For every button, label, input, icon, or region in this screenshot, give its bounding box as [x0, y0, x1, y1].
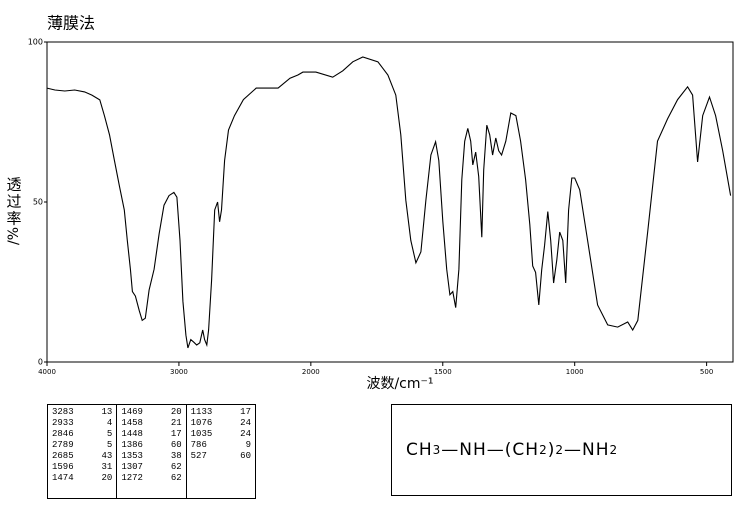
transmittance: 4 [106, 418, 113, 428]
formula-text: —NH [564, 440, 610, 460]
formula-text: CH [406, 440, 433, 460]
peak-row: 1353 38 [121, 451, 181, 462]
peak-row: 1596 31 [52, 462, 112, 473]
transmittance: 21 [170, 418, 182, 428]
transmittance: 60 [240, 451, 251, 461]
transmittance: 24 [240, 429, 251, 439]
peak-row: 1133 17 [191, 407, 251, 418]
transmittance: 62 [170, 473, 182, 483]
y-tick-label: 0 [38, 358, 43, 367]
peak-row: 1469 20 [121, 407, 181, 418]
wavenumber: 3283 [52, 407, 74, 417]
transmittance: 9 [245, 440, 251, 450]
y-axis-label: 过 [6, 193, 21, 211]
peak-row: 1307 62 [121, 462, 181, 473]
formula-subscript: 2 [539, 443, 548, 457]
wavenumber: 1596 [52, 462, 74, 472]
peak-row: 1035 24 [191, 429, 251, 440]
spectrum-line [46, 56, 732, 349]
peak-row: 527 60 [191, 451, 251, 462]
transmittance: 62 [170, 462, 182, 472]
peak-row: 1474 20 [52, 473, 112, 484]
formula-subscript: 3 [432, 443, 442, 457]
peak-row: 3283 13 [52, 407, 112, 418]
transmittance: 43 [101, 451, 113, 461]
wavenumber: 786 [190, 440, 207, 450]
wavenumber: 1458 [121, 418, 143, 428]
peak-table: 3283 13 2933 4 2846 5 2789 5 2685 43 1596 31 1474 20 1… [47, 404, 256, 499]
formula-text: —NH—(CH [441, 440, 540, 460]
structural-formula: CH 3 —NH—(CH 2) 2 —NH 2 [391, 404, 732, 496]
peak-row: 1386 60 [121, 440, 181, 451]
wavenumber: 1474 [52, 473, 74, 483]
wavenumber: 1035 [190, 429, 213, 439]
x-tick-label: 3000 [170, 368, 188, 376]
transmittance: 60 [170, 440, 182, 450]
wavenumber: 1386 [121, 440, 143, 450]
peak-column-group: 1469 20 1458 21 1448 17 1386 60 1353 38 1307 62 1272… [117, 405, 187, 498]
wavenumber: 1076 [190, 418, 213, 428]
peak-row: 2846 5 [52, 429, 112, 440]
x-tick-label: 1000 [566, 368, 584, 376]
chart-title: 薄膜法 [47, 14, 95, 33]
transmittance: 20 [170, 407, 182, 417]
wavenumber: 2933 [52, 418, 74, 428]
transmittance: 13 [101, 407, 113, 417]
wavenumber: 2685 [52, 451, 74, 461]
peak-row: 2933 4 [52, 418, 112, 429]
transmittance: 38 [170, 451, 182, 461]
peak-row: 1458 21 [121, 418, 181, 429]
y-axis-label-unit: /% [6, 227, 22, 245]
y-axis-label: 率 [6, 210, 21, 228]
y-tick-label: 100 [28, 38, 43, 47]
peak-row: 786 9 [191, 440, 251, 451]
peak-row: 2685 43 [52, 451, 112, 462]
wavenumber: 1448 [121, 429, 143, 439]
peak-row: 1448 17 [121, 429, 181, 440]
wavenumber: 2789 [52, 440, 74, 450]
chart: 薄膜法 波数/cm⁻¹ 0 50 100 4000 3000 2000 1500 1000 50… [6, 14, 734, 392]
transmittance: 20 [101, 473, 113, 483]
transmittance: 5 [106, 429, 113, 439]
x-tick-label: 1500 [434, 368, 452, 376]
wavenumber: 1353 [121, 451, 143, 461]
peak-row: 1272 62 [121, 473, 181, 484]
peak-column-group: 3283 13 2933 4 2846 5 2789 5 2685 43 1596 31 1474 20 [48, 405, 118, 498]
transmittance: 17 [170, 429, 182, 439]
formula-subscript: 2 [609, 443, 619, 457]
transmittance: 17 [240, 407, 251, 417]
transmittance: 5 [106, 440, 113, 450]
wavenumber: 527 [190, 451, 207, 461]
peak-row: 1076 24 [191, 418, 251, 429]
y-axis-label: 透 [6, 176, 21, 194]
formula-subscript: 2 [555, 443, 565, 457]
plot-frame [46, 41, 734, 363]
x-tick-label: 4000 [38, 368, 56, 376]
peak-row: 2789 5 [52, 440, 112, 451]
formula-text: ) [547, 440, 556, 460]
wavenumber: 1307 [121, 462, 143, 472]
wavenumber: 1272 [121, 473, 143, 483]
transmittance: 31 [101, 462, 113, 472]
wavenumber: 2846 [52, 429, 74, 439]
peak-column-group: 1133 17 1076 24 1035 24 786 9 527 60 [187, 405, 255, 498]
wavenumber: 1469 [121, 407, 143, 417]
y-tick-label: 50 [33, 198, 43, 207]
x-tick-label: 500 [700, 368, 713, 376]
transmittance: 24 [240, 418, 251, 428]
wavenumber: 1133 [190, 407, 213, 417]
x-tick-label: 2000 [302, 368, 320, 376]
x-axis-label: 波数/cm⁻¹ [366, 376, 433, 392]
